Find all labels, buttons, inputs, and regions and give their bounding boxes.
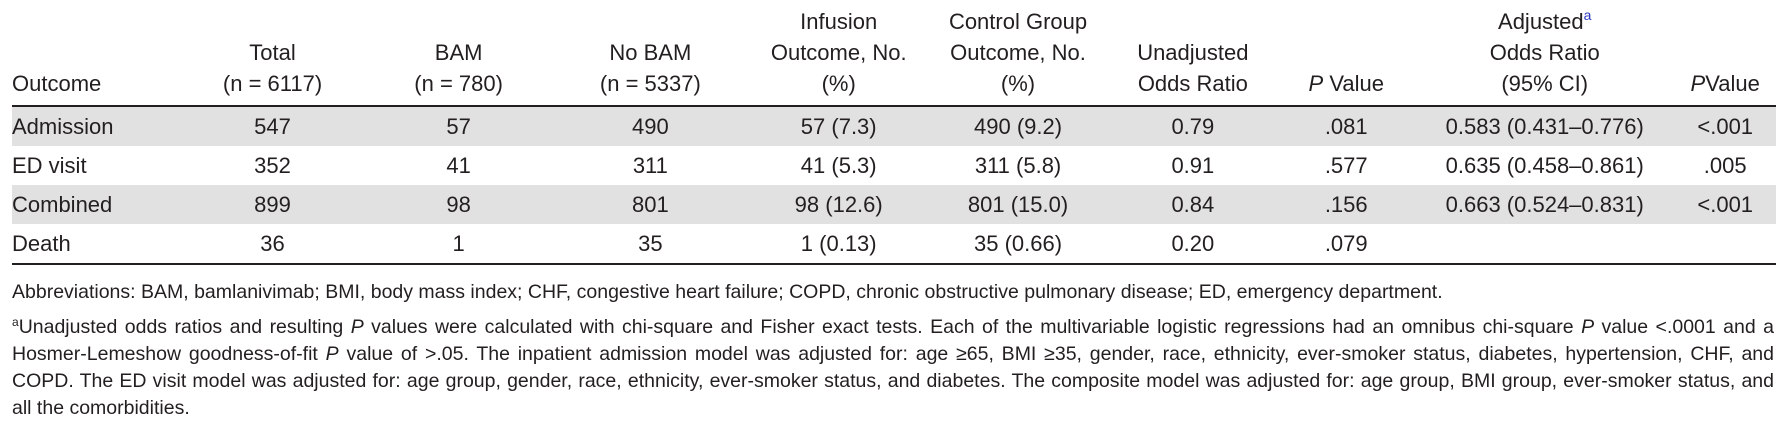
cell-no-bam: 490 xyxy=(632,114,669,139)
cell-outcome: Death xyxy=(12,231,71,256)
outcomes-table-container: Outcome Total (n = 6117) BAM (n = 780) No … xyxy=(12,6,1776,422)
table-row-admission: Admission 547 57 490 57 (7.3) 490 (9.2) … xyxy=(12,106,1776,146)
header-bam: BAM (n = 780) xyxy=(414,40,503,96)
cell-unadjusted: 0.91 xyxy=(1171,153,1215,178)
cell-total: 36 xyxy=(260,231,285,256)
table-notes: Abbreviations: BAM, bamlanivimab; BMI, b… xyxy=(12,279,1774,422)
cell-control: 311 (5.8) xyxy=(974,153,1062,178)
cell-infusion: 41 (5.3) xyxy=(800,153,877,178)
cell-adjusted-p-value: <.001 xyxy=(1697,114,1754,139)
cell-bam: 1 xyxy=(452,231,465,256)
cell-no-bam: 801 xyxy=(632,192,669,217)
header-p-value: P Value xyxy=(1308,71,1384,96)
cell-bam: 57 xyxy=(446,114,471,139)
abbreviations-note: Abbreviations: BAM, bamlanivimab; BMI, b… xyxy=(12,281,1443,303)
cell-control: 35 (0.66) xyxy=(974,231,1063,256)
cell-outcome: ED visit xyxy=(12,153,87,178)
cell-adjusted xyxy=(1415,224,1674,264)
cell-adjusted-p-value: <.001 xyxy=(1697,192,1754,217)
cell-outcome: Admission xyxy=(12,114,114,139)
cell-no-bam: 35 xyxy=(638,231,663,256)
cell-adjusted-p-value xyxy=(1674,224,1776,264)
table-row-death: Death 36 1 35 1 (0.13) 35 (0.66) 0.20 .0… xyxy=(12,224,1776,264)
outcomes-table: Outcome Total (n = 6117) BAM (n = 780) No … xyxy=(12,6,1776,265)
header-unadjusted-odds-ratio: Unadjusted Odds Ratio xyxy=(1137,40,1249,96)
cell-adjusted-p-value: .005 xyxy=(1703,153,1747,178)
footnote-mark: a xyxy=(12,315,19,329)
cell-control: 490 (9.2) xyxy=(974,114,1063,139)
table-row-ed-visit: ED visit 352 41 311 41 (5.3) 311 (5.8) 0… xyxy=(12,146,1776,185)
cell-unadjusted: 0.20 xyxy=(1171,231,1215,256)
header-row: Outcome Total (n = 6117) BAM (n = 780) No … xyxy=(12,6,1776,106)
cell-adjusted: 0.663 (0.524–0.831) xyxy=(1445,192,1644,217)
header-outcome: Outcome xyxy=(12,71,102,96)
cell-outcome: Combined xyxy=(12,192,113,217)
cell-p-value: .156 xyxy=(1324,192,1368,217)
cell-adjusted: 0.635 (0.458–0.861) xyxy=(1445,153,1644,178)
cell-unadjusted: 0.79 xyxy=(1171,114,1215,139)
cell-no-bam: 311 xyxy=(632,153,668,178)
cell-p-value: .081 xyxy=(1324,114,1368,139)
header-adjusted-p-value: PValue xyxy=(1690,71,1760,96)
cell-total: 547 xyxy=(254,114,291,139)
cell-p-value: .577 xyxy=(1324,153,1368,178)
cell-infusion: 57 (7.3) xyxy=(800,114,877,139)
cell-bam: 98 xyxy=(446,192,471,217)
header-adjusted-odds-ratio: Adjusteda Odds Ratio (95% CI) xyxy=(1489,7,1600,96)
table-row-combined: Combined 899 98 801 98 (12.6) 801 (15.0)… xyxy=(12,185,1776,224)
cell-total: 352 xyxy=(254,153,291,178)
cell-bam: 41 xyxy=(446,153,471,178)
footnote-a-link[interactable]: a xyxy=(1583,7,1592,23)
cell-p-value: .079 xyxy=(1324,231,1368,256)
footnote-a: aUnadjusted odds ratios and resulting P … xyxy=(12,315,1774,419)
cell-total: 899 xyxy=(254,192,291,217)
header-infusion-outcome: Infusion Outcome, No. (%) xyxy=(770,9,907,96)
header-total: Total (n = 6117) xyxy=(222,40,323,96)
header-no-bam: No BAM (n = 5337) xyxy=(599,40,701,96)
cell-adjusted: 0.583 (0.431–0.776) xyxy=(1445,114,1644,139)
header-control-outcome: Control Group Outcome, No. (%) xyxy=(948,9,1088,96)
cell-control: 801 (15.0) xyxy=(967,192,1069,217)
cell-infusion: 1 (0.13) xyxy=(800,231,877,256)
cell-infusion: 98 (12.6) xyxy=(794,192,883,217)
cell-unadjusted: 0.84 xyxy=(1171,192,1215,217)
